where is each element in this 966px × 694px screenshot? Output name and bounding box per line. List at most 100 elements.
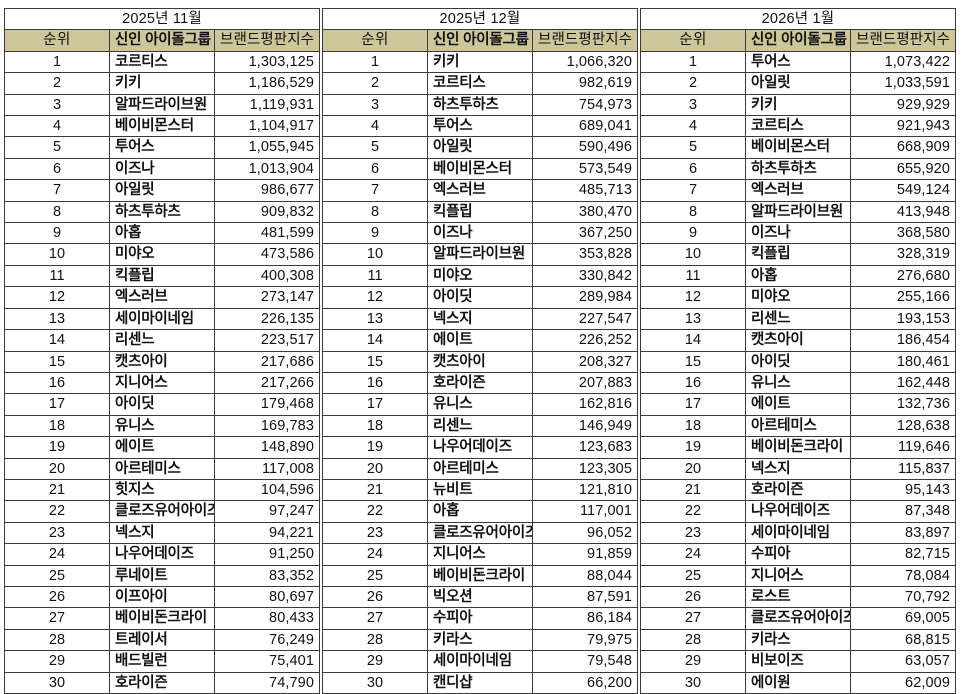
cell-group-name: 아르테미스 (745, 414, 851, 438)
cell-brand-index: 754,973 (532, 93, 638, 117)
cell-brand-index: 590,496 (532, 136, 638, 159)
cell-group-name: 에이트 (745, 393, 851, 416)
cell-brand-index: 146,949 (532, 414, 638, 438)
table-row: 30 에이원 62,009 (640, 671, 956, 694)
cell-brand-index: 689,041 (532, 115, 638, 138)
cell-rank: 25 (4, 564, 110, 587)
table-row: 1 키키 1,066,320 (322, 50, 638, 74)
table-row: 14 에이트 226,252 (322, 329, 638, 352)
cell-brand-index: 88,044 (532, 564, 638, 587)
cell-brand-index: 68,815 (850, 628, 956, 652)
table-row: 27 수피아 86,184 (322, 607, 638, 630)
cell-rank: 30 (4, 671, 110, 694)
table-row: 4 베이비몬스터 1,104,917 (4, 115, 320, 138)
table-row: 3 하츠투하츠 754,973 (322, 93, 638, 117)
table-row: 6 이즈나 1,013,904 (4, 157, 320, 181)
cell-group-name: 미야오 (109, 243, 215, 266)
table-row: 10 알파드라이브원 353,828 (322, 243, 638, 266)
cell-brand-index: 117,008 (214, 457, 320, 480)
cell-rank: 23 (322, 521, 428, 545)
table-row: 8 하츠투하츠 909,832 (4, 200, 320, 224)
cell-brand-index: 80,433 (214, 607, 320, 630)
cell-brand-index: 97,247 (214, 500, 320, 523)
cell-rank: 17 (322, 393, 428, 416)
cell-brand-index: 78,084 (850, 564, 956, 587)
table-row: 17 아이딧 179,468 (4, 393, 320, 416)
table-title-row: 2025년 12월 (322, 7, 638, 31)
column-header-index: 브랜드평판지수 (532, 29, 638, 52)
cell-group-name: 캣츠아이 (109, 350, 215, 373)
table-row: 18 유니스 169,783 (4, 414, 320, 438)
cell-group-name: 이즈나 (427, 222, 533, 245)
cell-group-name: 베이비돈크라이 (427, 564, 533, 587)
cell-group-name: 넥스지 (745, 457, 851, 480)
cell-group-name: 베이비돈크라이 (745, 436, 851, 459)
cell-group-name: 아이딧 (427, 286, 533, 309)
cell-brand-index: 1,073,422 (850, 50, 956, 74)
cell-brand-index: 276,680 (850, 264, 956, 288)
cell-rank: 10 (4, 243, 110, 266)
cell-group-name: 루네이트 (109, 564, 215, 587)
cell-rank: 6 (322, 157, 428, 181)
cell-group-name: 비보이즈 (745, 650, 851, 673)
month-ranking-table: 2026년 1월 순위 신인 아이돌그룹 브랜드평판지수 1 투어스 1,073,422 2 아… (640, 7, 956, 694)
cell-group-name: 키키 (427, 50, 533, 74)
cell-group-name: 지니어스 (109, 371, 215, 395)
table-row: 13 세이마이네임 226,135 (4, 307, 320, 331)
cell-rank: 4 (640, 115, 746, 138)
cell-group-name: 아르테미스 (427, 457, 533, 480)
month-ranking-table: 2025년 11월 순위 신인 아이돌그룹 브랜드평판지수 1 코르티스 1,303,125… (4, 7, 320, 694)
table-row: 20 아르테미스 123,305 (322, 457, 638, 480)
cell-brand-index: 74,790 (214, 671, 320, 694)
column-header-group: 신인 아이돌그룹 (109, 29, 215, 52)
cell-rank: 19 (640, 436, 746, 459)
cell-group-name: 나우어데이즈 (427, 436, 533, 459)
table-row: 9 아홉 481,599 (4, 222, 320, 245)
cell-group-name: 호라이즌 (109, 671, 215, 694)
cell-group-name: 캣츠아이 (427, 350, 533, 373)
cell-rank: 14 (4, 329, 110, 352)
cell-brand-index: 193,153 (850, 307, 956, 331)
table-row: 7 엑스러브 485,713 (322, 179, 638, 202)
cell-rank: 18 (322, 414, 428, 438)
table-row: 11 킥플립 400,308 (4, 264, 320, 288)
column-header-index: 브랜드평판지수 (850, 29, 956, 52)
cell-group-name: 이프아이 (109, 585, 215, 609)
column-header-rank: 순위 (640, 29, 746, 52)
cell-brand-index: 929,929 (850, 93, 956, 117)
cell-group-name: 하츠투하츠 (427, 93, 533, 117)
cell-rank: 8 (4, 200, 110, 224)
cell-rank: 22 (640, 500, 746, 523)
cell-brand-index: 207,883 (532, 371, 638, 395)
cell-group-name: 이즈나 (109, 157, 215, 181)
cell-group-name: 아이딧 (109, 393, 215, 416)
cell-rank: 16 (640, 371, 746, 395)
period-title: 2026년 1월 (640, 7, 956, 31)
cell-group-name: 알파드라이브원 (109, 93, 215, 117)
cell-group-name: 투어스 (109, 136, 215, 159)
cell-brand-index: 162,448 (850, 371, 956, 395)
cell-rank: 9 (4, 222, 110, 245)
cell-brand-index: 66,200 (532, 671, 638, 694)
cell-rank: 26 (640, 585, 746, 609)
table-row: 12 미야오 255,166 (640, 286, 956, 309)
cell-rank: 3 (4, 93, 110, 117)
cell-rank: 1 (322, 50, 428, 74)
cell-brand-index: 87,348 (850, 500, 956, 523)
cell-rank: 29 (4, 650, 110, 673)
table-row: 2 코르티스 982,619 (322, 72, 638, 95)
table-row: 27 클로즈유어아이즈 69,005 (640, 607, 956, 630)
cell-rank: 23 (4, 521, 110, 545)
cell-group-name: 에이트 (427, 329, 533, 352)
table-row: 3 알파드라이브원 1,119,931 (4, 93, 320, 117)
column-header-group: 신인 아이돌그룹 (745, 29, 851, 52)
cell-brand-index: 121,810 (532, 478, 638, 502)
cell-brand-index: 986,677 (214, 179, 320, 202)
cell-brand-index: 208,327 (532, 350, 638, 373)
cell-brand-index: 226,135 (214, 307, 320, 331)
cell-rank: 28 (4, 628, 110, 652)
cell-group-name: 배드빌런 (109, 650, 215, 673)
cell-brand-index: 330,842 (532, 264, 638, 288)
table-row: 7 엑스러브 549,124 (640, 179, 956, 202)
cell-brand-index: 87,591 (532, 585, 638, 609)
